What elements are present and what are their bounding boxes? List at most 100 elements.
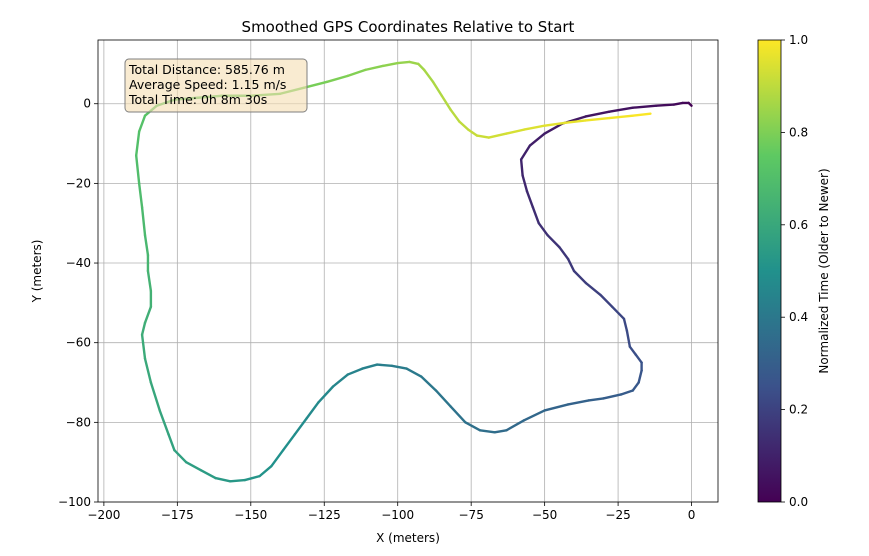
chart-title: Smoothed GPS Coordinates Relative to Sta… — [242, 18, 575, 36]
track-segment — [390, 364, 408, 370]
track-segment — [143, 233, 150, 257]
track-segment — [229, 478, 247, 483]
track-segment — [558, 245, 570, 261]
track-segment — [505, 128, 526, 135]
track-segment — [672, 101, 684, 106]
stats-annotation-box — [124, 58, 308, 113]
plot-frame — [97, 39, 719, 503]
x-tick-label: −25 — [605, 508, 630, 522]
track-segment — [584, 110, 611, 118]
stats-total-time: Total Time: 0h 8m 30s — [128, 92, 267, 107]
track-segment — [528, 132, 546, 147]
track-segment — [434, 389, 452, 408]
track-segment — [505, 419, 526, 432]
y-tick-label: −20 — [66, 176, 91, 190]
track-segment — [543, 122, 564, 135]
x-axis-label: X (meters) — [376, 531, 440, 545]
track-segment — [317, 385, 335, 404]
track-segment — [602, 393, 623, 400]
x-tick-label: −100 — [381, 508, 414, 522]
track-segment — [158, 409, 170, 436]
track-segment — [584, 281, 602, 297]
track-segment — [293, 417, 308, 436]
track-segment — [346, 367, 364, 376]
stats-average-speed: Average Speed: 1.15 m/s — [129, 77, 286, 92]
track-segment — [608, 114, 634, 120]
x-tick-label: −200 — [87, 508, 120, 522]
track-segment — [631, 112, 652, 117]
track-segment — [396, 60, 411, 65]
track-segment — [543, 121, 567, 127]
track-segment — [381, 61, 399, 68]
colorbar-tick-label: 0.2 — [789, 403, 808, 417]
track-segment — [487, 132, 508, 139]
track-segment — [655, 103, 676, 107]
gps-track — [134, 60, 693, 483]
track-segment — [599, 293, 614, 309]
x-axis-ticks: −200 −175 −150 −125 −100 −75 −50 −25 0 — [87, 502, 695, 522]
track-segment — [634, 353, 643, 364]
track-segment — [364, 64, 385, 72]
track-segment — [525, 190, 535, 209]
track-segment — [464, 421, 482, 432]
track-segment — [143, 305, 153, 324]
colorbar-tick-label: 1.0 — [789, 33, 808, 47]
track-segment — [566, 399, 590, 406]
track-segment — [537, 222, 549, 237]
track-segment — [146, 269, 153, 293]
track-segment — [431, 80, 443, 97]
track-segment — [134, 154, 141, 185]
track-segment — [420, 375, 438, 392]
track-segment — [243, 474, 261, 482]
colorbar-tick-label: 0.6 — [789, 218, 808, 232]
track-segment — [137, 182, 144, 209]
track-segment — [331, 373, 349, 388]
track-segment — [522, 124, 546, 131]
track-segment — [258, 464, 273, 478]
colorbar-tick-label: 0.0 — [789, 495, 808, 509]
y-tick-label: −60 — [66, 336, 91, 350]
track-segment — [199, 468, 217, 480]
track-segment — [140, 321, 147, 336]
colorbar-label: Normalized Time (Older to Newer) — [817, 168, 831, 373]
y-tick-label: 0 — [83, 97, 91, 111]
track-segment — [214, 476, 232, 483]
x-tick-label: −125 — [308, 508, 341, 522]
track-segment — [405, 367, 423, 378]
track-segment — [143, 357, 153, 384]
colorbar-tick-label: 0.8 — [789, 125, 808, 139]
x-tick-label: −150 — [234, 508, 267, 522]
track-segment — [631, 104, 658, 109]
track-segment — [325, 74, 349, 84]
track-segment — [140, 333, 147, 360]
track-segment — [637, 369, 643, 384]
track-segment — [584, 116, 611, 122]
x-tick-label: 0 — [688, 508, 696, 522]
track-segment — [543, 403, 570, 412]
track-segment — [305, 401, 320, 420]
y-axis-ticks: −100 −80 −60 −40 −20 0 — [58, 97, 98, 509]
track-segment — [173, 449, 188, 464]
track-segment — [449, 108, 461, 123]
track-segment — [521, 174, 529, 193]
colorbar-ticks: 0.0 0.2 0.4 0.6 0.8 1.0 — [781, 33, 808, 509]
track-segment — [478, 429, 496, 434]
track-segment — [619, 389, 634, 396]
track-segment — [522, 409, 546, 422]
track-segment — [149, 381, 161, 412]
track-segment — [375, 363, 394, 367]
stats-total-distance: Total Distance: 585.76 m — [128, 62, 285, 77]
y-tick-label: −100 — [58, 495, 91, 509]
track-segment — [270, 449, 285, 468]
track-segment — [281, 433, 297, 452]
track-segment — [622, 317, 629, 332]
track-segment — [140, 206, 147, 237]
track-segment — [608, 106, 634, 113]
track-segment — [137, 114, 147, 133]
track-segment — [475, 134, 491, 139]
track-segment — [422, 68, 435, 84]
track-segment — [346, 68, 367, 78]
track-segment — [408, 60, 420, 66]
track-segment — [184, 460, 203, 472]
